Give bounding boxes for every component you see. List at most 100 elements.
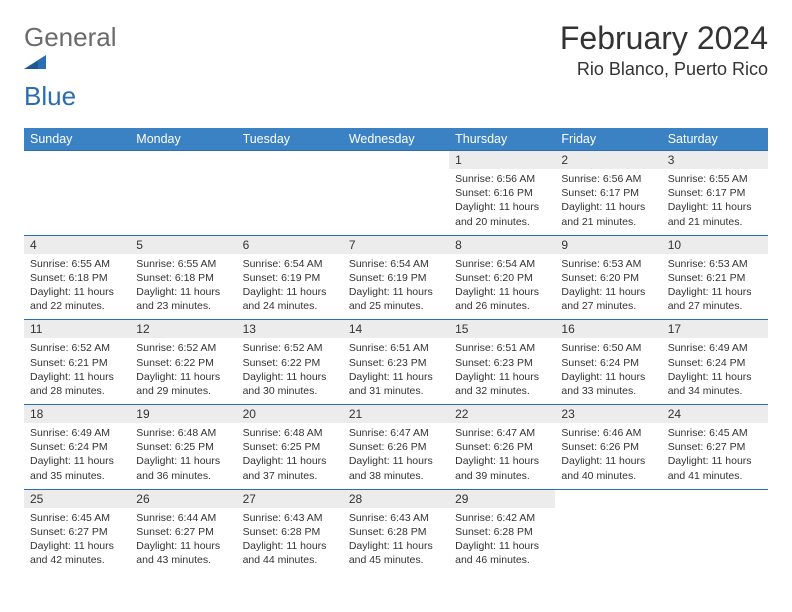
day-detail-cell: Sunrise: 6:52 AMSunset: 6:22 PMDaylight:…: [237, 338, 343, 404]
sunrise-line-label: Sunrise:: [455, 258, 496, 270]
sunrise-line: Sunrise: 6:53 AM: [668, 257, 762, 271]
sunset-line: Sunset: 6:25 PM: [243, 440, 337, 454]
sunset-line-value: 6:19 PM: [281, 272, 320, 284]
sunset-line-value: 6:28 PM: [387, 526, 426, 538]
sunset-line: Sunset: 6:26 PM: [349, 440, 443, 454]
sunset-line-value: 6:24 PM: [600, 357, 639, 369]
week-detail-row: Sunrise: 6:55 AMSunset: 6:18 PMDaylight:…: [24, 254, 768, 320]
sunset-line-label: Sunset:: [349, 526, 388, 538]
day-number-cell: 19: [130, 405, 236, 424]
week-detail-row: Sunrise: 6:49 AMSunset: 6:24 PMDaylight:…: [24, 423, 768, 489]
sunrise-line-label: Sunrise:: [30, 512, 71, 524]
day-number: 28: [349, 492, 362, 506]
daylight-line: Daylight: 11 hours and 21 minutes.: [668, 200, 762, 228]
sunrise-line-label: Sunrise:: [561, 427, 602, 439]
day-number-cell: [237, 151, 343, 170]
day-detail-cell: Sunrise: 6:47 AMSunset: 6:26 PMDaylight:…: [343, 423, 449, 489]
sunrise-line-value: 6:47 AM: [497, 427, 536, 439]
daylight-line: Daylight: 11 hours and 37 minutes.: [243, 454, 337, 482]
sunset-line: Sunset: 6:24 PM: [561, 356, 655, 370]
day-number: 18: [30, 407, 43, 421]
day-number: 12: [136, 322, 149, 336]
sunrise-line-label: Sunrise:: [668, 173, 709, 185]
daylight-line-label: Daylight:: [668, 201, 712, 213]
dow-friday: Friday: [555, 128, 661, 151]
day-detail-cell: Sunrise: 6:46 AMSunset: 6:26 PMDaylight:…: [555, 423, 661, 489]
sunrise-line-value: 6:48 AM: [178, 427, 217, 439]
day-number-cell: 3: [662, 151, 768, 170]
day-number: 9: [561, 238, 568, 252]
day-detail-cell: Sunrise: 6:54 AMSunset: 6:19 PMDaylight:…: [237, 254, 343, 320]
day-number: 17: [668, 322, 681, 336]
day-number-cell: 7: [343, 235, 449, 254]
day-detail-cell: Sunrise: 6:43 AMSunset: 6:28 PMDaylight:…: [237, 508, 343, 574]
sunrise-line-label: Sunrise:: [349, 427, 390, 439]
day-detail-cell: Sunrise: 6:49 AMSunset: 6:24 PMDaylight:…: [24, 423, 130, 489]
day-detail-cell: Sunrise: 6:54 AMSunset: 6:19 PMDaylight:…: [343, 254, 449, 320]
sunrise-line: Sunrise: 6:48 AM: [136, 426, 230, 440]
daylight-line-label: Daylight:: [455, 201, 499, 213]
day-detail-cell: Sunrise: 6:52 AMSunset: 6:21 PMDaylight:…: [24, 338, 130, 404]
sunset-line-value: 6:25 PM: [281, 441, 320, 453]
sunrise-line-label: Sunrise:: [668, 342, 709, 354]
sunrise-line: Sunrise: 6:56 AM: [455, 172, 549, 186]
sunrise-line-value: 6:46 AM: [603, 427, 642, 439]
sunset-line-label: Sunset:: [455, 526, 494, 538]
day-detail-cell: Sunrise: 6:55 AMSunset: 6:17 PMDaylight:…: [662, 169, 768, 235]
daylight-line-label: Daylight:: [561, 286, 605, 298]
sunrise-line: Sunrise: 6:52 AM: [136, 341, 230, 355]
day-number: 1: [455, 153, 462, 167]
sunrise-line: Sunrise: 6:53 AM: [561, 257, 655, 271]
daylight-line: Daylight: 11 hours and 27 minutes.: [668, 285, 762, 313]
sunrise-line: Sunrise: 6:46 AM: [561, 426, 655, 440]
title-block: February 2024 Rio Blanco, Puerto Rico: [560, 20, 768, 80]
day-number-cell: [343, 151, 449, 170]
day-detail-cell: Sunrise: 6:49 AMSunset: 6:24 PMDaylight:…: [662, 338, 768, 404]
day-number: 5: [136, 238, 143, 252]
day-number: 19: [136, 407, 149, 421]
sunrise-line-value: 6:55 AM: [709, 173, 748, 185]
sunset-line-label: Sunset:: [30, 441, 69, 453]
sunset-line-label: Sunset:: [30, 526, 69, 538]
day-number-cell: 8: [449, 235, 555, 254]
sunrise-line: Sunrise: 6:51 AM: [349, 341, 443, 355]
sunset-line: Sunset: 6:19 PM: [243, 271, 337, 285]
sunset-line-label: Sunset:: [136, 441, 175, 453]
logo-mark-icon: [24, 51, 117, 71]
day-number-cell: 21: [343, 405, 449, 424]
sunrise-line-label: Sunrise:: [455, 427, 496, 439]
sunrise-line-value: 6:47 AM: [390, 427, 429, 439]
sunset-line: Sunset: 6:17 PM: [668, 186, 762, 200]
sunrise-line-label: Sunrise:: [349, 342, 390, 354]
sunset-line: Sunset: 6:21 PM: [668, 271, 762, 285]
sunset-line-label: Sunset:: [136, 357, 175, 369]
dow-row: Sunday Monday Tuesday Wednesday Thursday…: [24, 128, 768, 151]
day-detail-cell: [555, 508, 661, 574]
sunrise-line: Sunrise: 6:55 AM: [668, 172, 762, 186]
sunset-line: Sunset: 6:28 PM: [455, 525, 549, 539]
sunrise-line-value: 6:56 AM: [603, 173, 642, 185]
sunset-line: Sunset: 6:26 PM: [455, 440, 549, 454]
day-detail-cell: [662, 508, 768, 574]
sunrise-line-value: 6:50 AM: [603, 342, 642, 354]
day-number-cell: 15: [449, 320, 555, 339]
day-number-cell: 16: [555, 320, 661, 339]
sunrise-line: Sunrise: 6:55 AM: [30, 257, 124, 271]
sunset-line: Sunset: 6:22 PM: [136, 356, 230, 370]
calendar-table: Sunday Monday Tuesday Wednesday Thursday…: [24, 128, 768, 573]
daylight-line-label: Daylight:: [136, 286, 180, 298]
sunset-line: Sunset: 6:21 PM: [30, 356, 124, 370]
sunrise-line: Sunrise: 6:45 AM: [668, 426, 762, 440]
day-number-cell: 5: [130, 235, 236, 254]
daylight-line: Daylight: 11 hours and 32 minutes.: [455, 370, 549, 398]
sunset-line-label: Sunset:: [668, 187, 707, 199]
sunset-line-value: 6:28 PM: [281, 526, 320, 538]
day-number-cell: 24: [662, 405, 768, 424]
daylight-line-label: Daylight:: [136, 371, 180, 383]
daylight-line: Daylight: 11 hours and 44 minutes.: [243, 539, 337, 567]
day-number-cell: 29: [449, 489, 555, 508]
daylight-line-label: Daylight:: [668, 371, 712, 383]
sunset-line: Sunset: 6:28 PM: [349, 525, 443, 539]
sunset-line-value: 6:23 PM: [387, 357, 426, 369]
sunrise-line-value: 6:42 AM: [497, 512, 536, 524]
